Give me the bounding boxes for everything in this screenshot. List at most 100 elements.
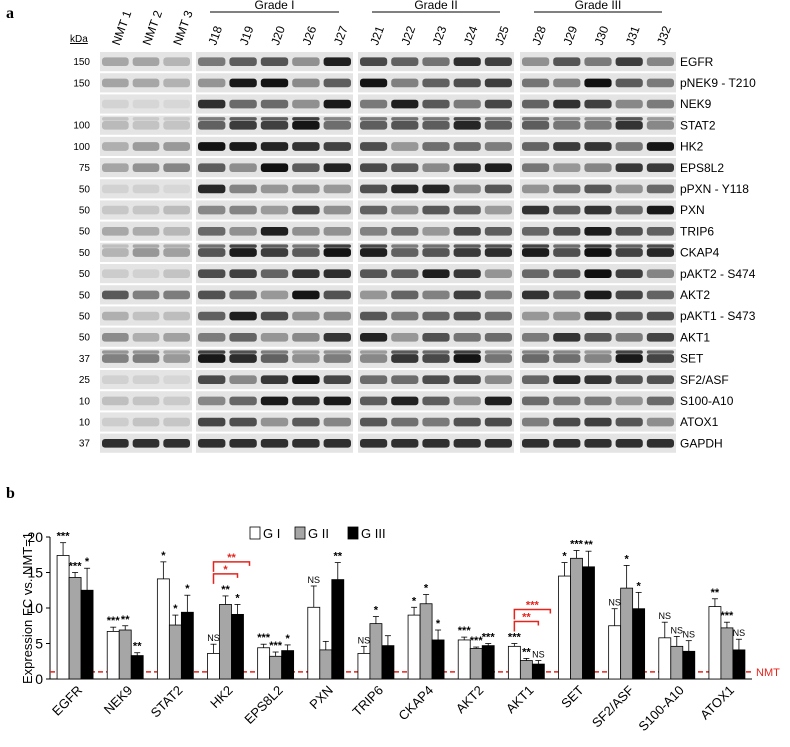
- protein-band: [522, 78, 550, 88]
- protein-band: [391, 163, 419, 173]
- protein-band: [102, 99, 129, 109]
- protein-band: [132, 244, 160, 248]
- protein-band: [553, 311, 581, 321]
- protein-band: [584, 248, 612, 257]
- panel-b-label: b: [6, 485, 15, 502]
- protein-band: [198, 163, 226, 173]
- protein-band: [260, 226, 289, 236]
- protein-label: EGFR: [680, 55, 714, 69]
- protein-band: [198, 244, 226, 248]
- protein-band: [484, 244, 512, 248]
- protein-band: [132, 350, 160, 354]
- protein-band: [198, 99, 226, 109]
- protein-band: [229, 350, 257, 354]
- protein-band: [229, 396, 257, 406]
- protein-band: [422, 163, 450, 173]
- kda-marker: 50: [79, 333, 91, 344]
- protein-band: [553, 163, 581, 173]
- protein-band: [260, 248, 289, 257]
- protein-band: [198, 375, 226, 385]
- significance-label: ***: [482, 632, 496, 644]
- protein-band: [553, 57, 581, 67]
- protein-band: [391, 226, 419, 236]
- protein-band: [229, 269, 257, 279]
- category-label: EGFR: [49, 683, 85, 719]
- protein-band: [198, 396, 226, 406]
- lane-label: J32: [654, 24, 674, 47]
- protein-band: [198, 269, 226, 279]
- legend-swatch: [294, 526, 306, 540]
- protein-band: [422, 226, 450, 236]
- protein-band: [615, 57, 643, 67]
- significance-label: *: [185, 583, 190, 595]
- y-axis-label: Expression FC vs. NMT=1: [20, 532, 35, 684]
- protein-band: [102, 354, 129, 363]
- protein-band: [229, 142, 257, 151]
- kda-marker: 10: [79, 417, 91, 428]
- protein-band: [453, 417, 481, 427]
- protein-band: [132, 248, 160, 257]
- protein-band: [229, 120, 257, 130]
- bracket-label: ***: [526, 600, 540, 612]
- protein-band: [484, 117, 512, 121]
- protein-band: [102, 184, 129, 194]
- protein-band: [229, 184, 257, 194]
- protein-band: [292, 184, 320, 194]
- kda-marker: 37: [79, 354, 91, 365]
- protein-band: [453, 57, 481, 67]
- kda-marker: 50: [79, 311, 91, 322]
- protein-band: [391, 354, 419, 363]
- protein-band: [584, 269, 612, 279]
- protein-label: pAKT1 - S473: [680, 309, 756, 323]
- protein-band: [453, 290, 481, 300]
- category-label: AKT2: [453, 683, 487, 717]
- protein-band: [132, 57, 160, 67]
- protein-band: [615, 375, 643, 385]
- protein-band: [132, 396, 160, 406]
- protein-band: [260, 142, 289, 151]
- protein-band: [260, 269, 289, 279]
- significance-label: **: [133, 641, 142, 653]
- bar: [632, 608, 646, 680]
- protein-band: [323, 417, 351, 427]
- protein-band: [646, 438, 674, 448]
- bar: [231, 613, 244, 680]
- kda-marker: 50: [79, 248, 91, 259]
- protein-band: [323, 142, 351, 151]
- protein-band: [163, 438, 190, 448]
- protein-band: [229, 290, 257, 300]
- protein-band: [453, 350, 481, 354]
- protein-band: [391, 244, 419, 248]
- protein-band: [132, 117, 160, 121]
- protein-band: [260, 117, 289, 121]
- significance-label: *: [85, 556, 90, 568]
- bar: [130, 655, 144, 680]
- protein-band: [132, 163, 160, 173]
- protein-band: [422, 205, 450, 215]
- bar: [118, 629, 132, 680]
- kda-marker: 100: [73, 121, 90, 132]
- protein-band: [615, 78, 643, 88]
- protein-band: [229, 311, 257, 321]
- protein-band: [391, 350, 419, 354]
- chart-bars: EGFR****** *NEK9*** ****STAT2***HK2NS***EP…: [49, 531, 746, 734]
- protein-band: [484, 226, 512, 236]
- protein-band: [646, 244, 674, 248]
- significance-label: ***: [69, 561, 83, 573]
- significance-label: ***: [508, 632, 522, 644]
- protein-band: [360, 248, 388, 257]
- lane-label: J20: [268, 24, 288, 47]
- bar: [319, 649, 333, 680]
- protein-band: [360, 99, 388, 109]
- protein-band: [360, 226, 388, 236]
- protein-band: [522, 354, 550, 363]
- protein-band: [522, 332, 550, 342]
- significance-label: *: [412, 595, 417, 607]
- protein-band: [163, 417, 190, 427]
- protein-band: [422, 57, 450, 67]
- protein-band: [522, 375, 550, 385]
- protein-band: [453, 142, 481, 151]
- protein-band: [484, 354, 512, 363]
- significance-label: **: [711, 587, 720, 599]
- protein-band: [646, 290, 674, 300]
